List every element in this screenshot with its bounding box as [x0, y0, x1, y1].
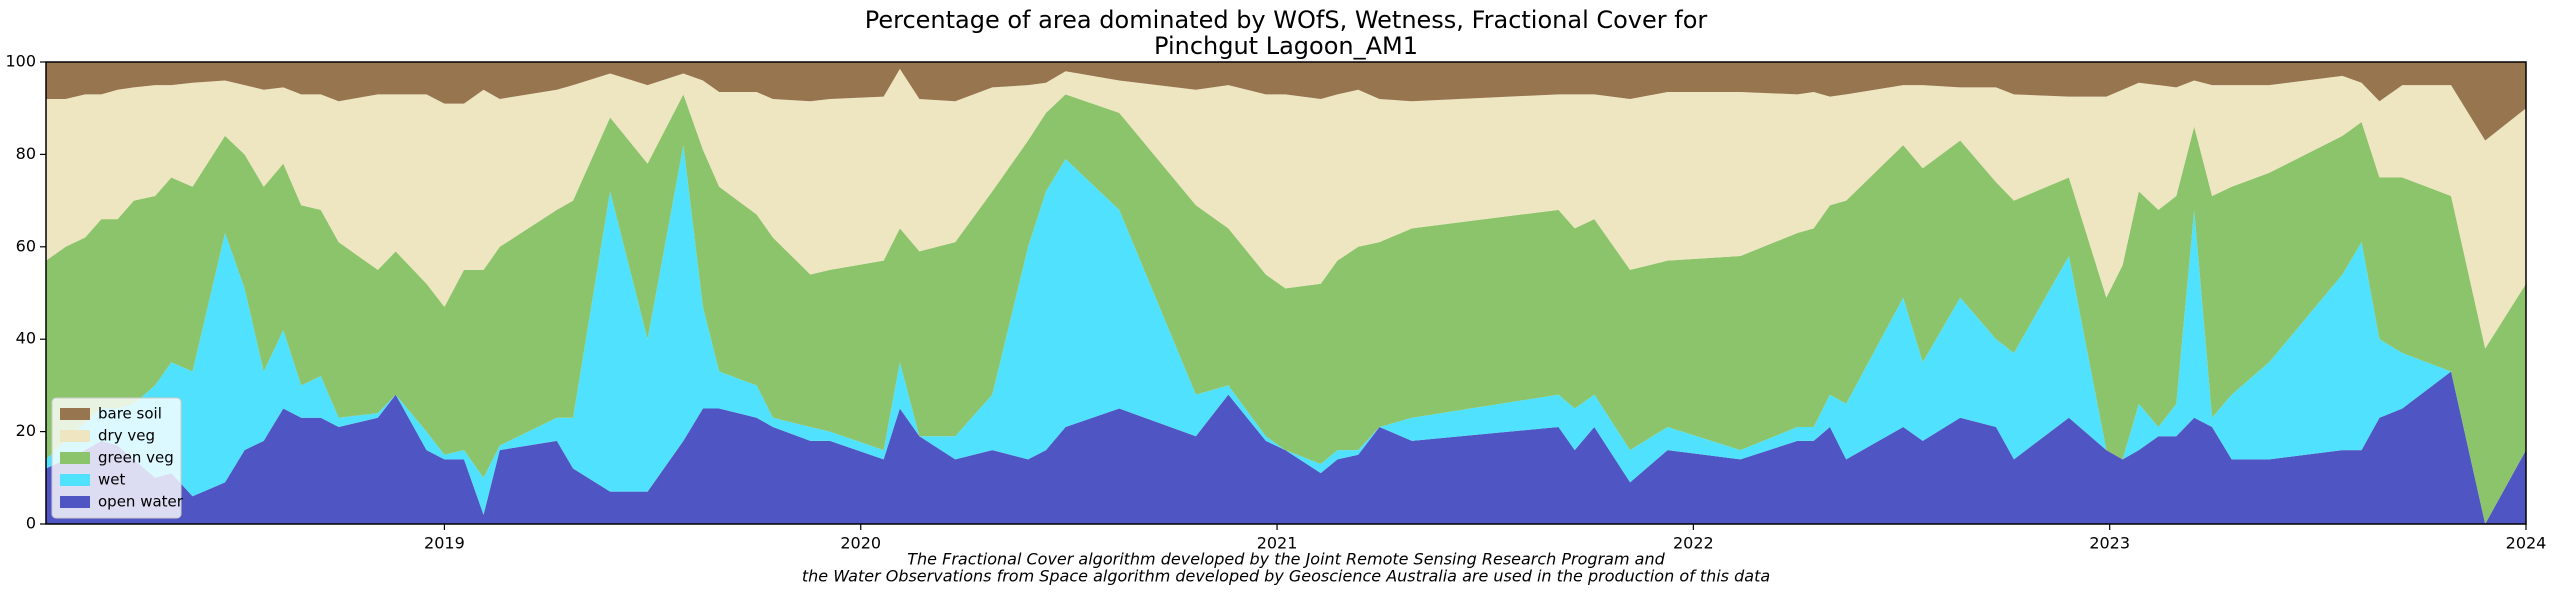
area — [46, 371, 2526, 524]
chart-title: Pinchgut Lagoon_AM1 — [1154, 32, 1418, 60]
legend-swatch — [60, 408, 90, 420]
legend-label: open water — [98, 493, 184, 511]
y-tick-label: 60 — [16, 236, 36, 255]
plot-frame — [45, 61, 2527, 525]
x-tick-label: 2024 — [2506, 534, 2547, 553]
area — [46, 68, 2526, 349]
x-tick-label: 2019 — [424, 534, 465, 553]
legend-label: green veg — [98, 449, 174, 467]
legend: bare soil dry veg green veg wet open water — [51, 397, 184, 519]
chart-title: Percentage of area dominated by WOfS, We… — [865, 6, 1708, 34]
x-tick-label: 2021 — [1257, 534, 1298, 553]
x-tick-label: 2023 — [2089, 534, 2130, 553]
x-tick-label: 2022 — [1673, 534, 1714, 553]
y-tick-label: 20 — [16, 421, 36, 440]
footnote: The Fractional Cover algorithm developed… — [907, 550, 1665, 569]
legend-label: bare soil — [98, 405, 162, 423]
legend-swatch — [60, 430, 90, 442]
footnote: the Water Observations from Space algori… — [802, 567, 1770, 586]
y-tick-label: 100 — [5, 52, 36, 71]
y-tick-label: 80 — [16, 144, 36, 163]
legend-swatch — [60, 496, 90, 508]
legend-swatch — [60, 452, 90, 464]
x-tick-label: 2020 — [840, 534, 881, 553]
area — [46, 94, 2526, 524]
y-tick-label: 40 — [16, 329, 36, 348]
legend-swatch — [60, 474, 90, 486]
legend-label: wet — [98, 471, 125, 489]
legend-box — [51, 397, 182, 519]
area — [46, 62, 2526, 141]
y-tick-label: 0 — [26, 514, 36, 533]
legend-label: dry veg — [98, 427, 155, 445]
area — [46, 145, 2526, 524]
